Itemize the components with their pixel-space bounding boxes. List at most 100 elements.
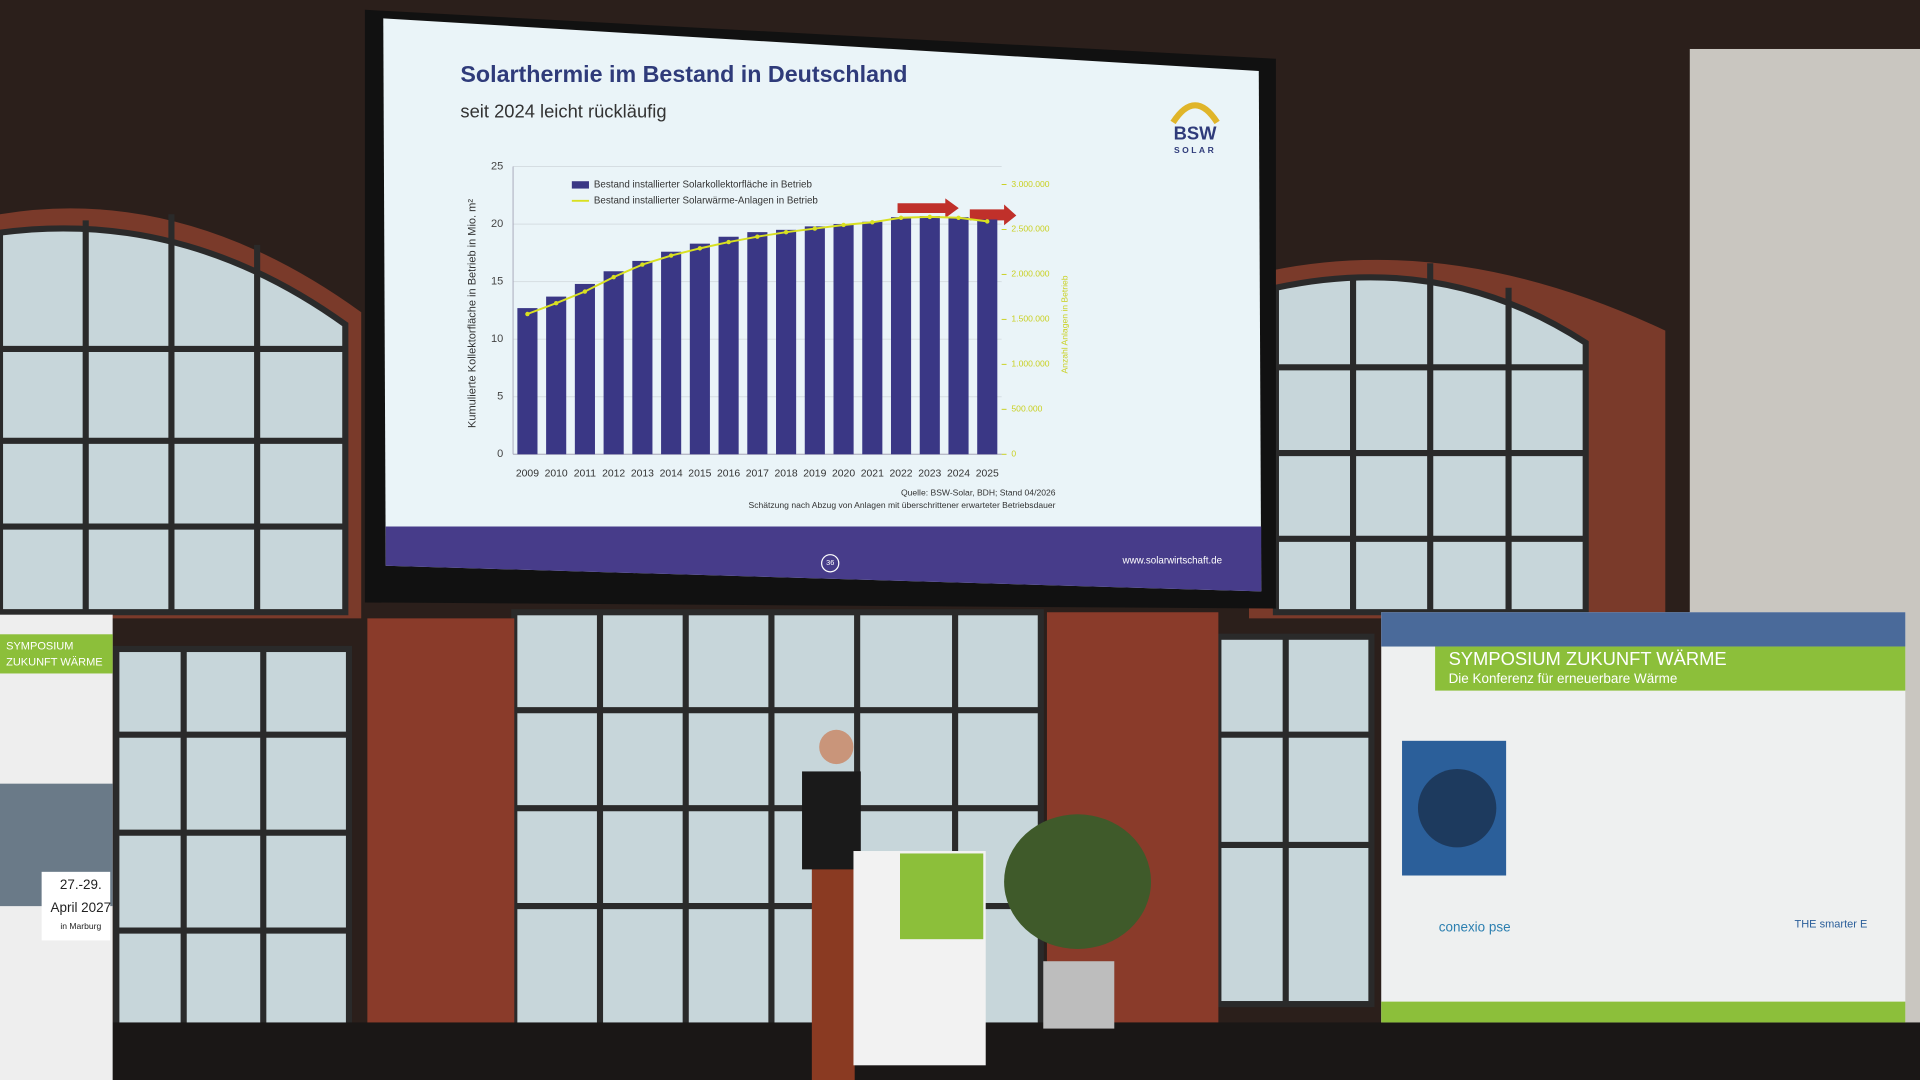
x-tick-label: 2023 bbox=[918, 469, 941, 480]
window-bars bbox=[0, 214, 1586, 1054]
line-point bbox=[668, 253, 674, 258]
line-point bbox=[697, 246, 703, 251]
logo-sun bbox=[1170, 102, 1220, 125]
banner-date: April 2027 bbox=[51, 900, 112, 915]
x-tick-label: 2020 bbox=[832, 469, 855, 480]
line-point bbox=[611, 274, 616, 280]
bar bbox=[890, 217, 912, 455]
bar bbox=[747, 232, 768, 455]
slide-subtitle: seit 2024 leicht rückläufig bbox=[460, 100, 666, 121]
bar bbox=[661, 251, 682, 455]
y2-tick-label: 1.000.000 bbox=[1011, 359, 1049, 369]
banner-title: SYMPOSIUM ZUKUNFT WÄRME bbox=[1449, 648, 1727, 669]
bar bbox=[689, 243, 710, 455]
y2-tick-label: 3.000.000 bbox=[1011, 179, 1049, 189]
line-point bbox=[812, 226, 818, 231]
x-tick-label: 2024 bbox=[947, 469, 970, 480]
y-tick-label: 20 bbox=[491, 218, 503, 230]
y2-tick-label: 0 bbox=[1011, 449, 1016, 459]
bar bbox=[718, 236, 739, 455]
line-point bbox=[582, 289, 588, 294]
line-point bbox=[755, 234, 760, 239]
page-number: 36 bbox=[826, 558, 834, 567]
x-tick-label: 2014 bbox=[660, 469, 683, 480]
banner-date: 27.-29. bbox=[60, 877, 102, 892]
bar bbox=[603, 271, 624, 455]
legend-swatch bbox=[571, 181, 589, 189]
y-tick-label: 0 bbox=[497, 448, 503, 460]
y2-tick-label: 2.500.000 bbox=[1011, 224, 1049, 234]
line-point bbox=[640, 262, 645, 267]
legend-label: Bestand installierter Solarwärme-Anlagen… bbox=[594, 195, 819, 206]
bar bbox=[948, 217, 969, 455]
bar bbox=[919, 216, 940, 455]
x-tick-label: 2017 bbox=[746, 469, 769, 480]
banner-title: ZUKUNFT WÄRME bbox=[6, 656, 102, 668]
bar bbox=[632, 260, 653, 455]
date-box bbox=[41, 871, 111, 941]
note: Schätzung nach Abzug von Anlagen mit übe… bbox=[748, 500, 1055, 510]
x-tick-label: 2011 bbox=[574, 469, 597, 480]
banner-foot bbox=[1381, 1001, 1906, 1023]
legend-label: Bestand installierter Solarkollektorfläc… bbox=[594, 179, 813, 190]
bar bbox=[546, 296, 567, 455]
line-point bbox=[553, 301, 559, 306]
banner-title: SYMPOSIUM bbox=[6, 640, 73, 652]
line-point bbox=[898, 215, 904, 220]
y-tick-label: 25 bbox=[491, 160, 503, 172]
bar bbox=[977, 219, 998, 455]
banner-date: in Marburg bbox=[60, 921, 101, 931]
footer-url: www.solarwirtschaft.de bbox=[1122, 555, 1222, 566]
x-tick-label: 2021 bbox=[861, 469, 884, 480]
logo-text: BSW bbox=[1174, 123, 1218, 144]
plot: 05101520250500.0001.000.0001.500.0002.00… bbox=[491, 160, 1050, 479]
y-axis-label: Kumulierte Kollektorfläche in Betrieb in… bbox=[467, 199, 479, 428]
y2-axis-label: Anzahl Anlagen in Betrieb bbox=[1060, 275, 1070, 373]
plant bbox=[1004, 814, 1152, 949]
banner-solar bbox=[1381, 612, 1906, 647]
slide-title: Solarthermie im Bestand in Deutschland bbox=[460, 61, 907, 87]
sponsor: THE smarter E bbox=[1795, 918, 1868, 930]
brick-pillar bbox=[367, 618, 515, 1054]
podium-sign bbox=[900, 853, 984, 940]
line-point bbox=[956, 215, 961, 220]
bar bbox=[574, 283, 595, 455]
speaker-head bbox=[819, 729, 854, 765]
line-point bbox=[985, 219, 990, 224]
source: Quelle: BSW-Solar, BDH; Stand 04/2026 bbox=[901, 488, 1056, 498]
page-circle bbox=[821, 554, 840, 573]
y-tick-label: 10 bbox=[491, 333, 503, 345]
y2-tick-label: 500.000 bbox=[1011, 404, 1042, 414]
line-point bbox=[870, 220, 875, 225]
x-tick-label: 2019 bbox=[803, 469, 826, 480]
bar bbox=[804, 226, 825, 455]
line-point bbox=[841, 222, 846, 228]
x-tick-label: 2015 bbox=[688, 469, 711, 480]
speaker-legs bbox=[811, 863, 855, 1080]
speaker-top bbox=[802, 771, 861, 870]
y2-tick-label: 2.000.000 bbox=[1011, 269, 1049, 279]
bar bbox=[776, 229, 797, 455]
line-point bbox=[525, 311, 530, 317]
y-tick-label: 5 bbox=[497, 391, 503, 403]
line-point bbox=[927, 214, 932, 220]
bar bbox=[862, 221, 883, 455]
line-point bbox=[783, 229, 789, 235]
x-tick-label: 2009 bbox=[516, 469, 539, 480]
x-tick-label: 2010 bbox=[545, 469, 568, 480]
fan bbox=[1417, 768, 1497, 848]
x-tick-label: 2013 bbox=[631, 469, 654, 480]
plant-pot bbox=[1043, 961, 1115, 1029]
x-tick-label: 2022 bbox=[889, 469, 912, 480]
arrow bbox=[897, 198, 959, 218]
bar bbox=[517, 308, 538, 455]
sponsor: conexio pse bbox=[1439, 920, 1511, 935]
banner-band bbox=[0, 634, 113, 674]
logo-text: SOLAR bbox=[1174, 145, 1216, 155]
y-tick-label: 15 bbox=[491, 276, 503, 288]
x-tick-label: 2025 bbox=[976, 469, 999, 480]
banner-band bbox=[1435, 646, 1906, 691]
banner-subtitle: Die Konferenz für erneuerbare Wärme bbox=[1449, 671, 1678, 686]
